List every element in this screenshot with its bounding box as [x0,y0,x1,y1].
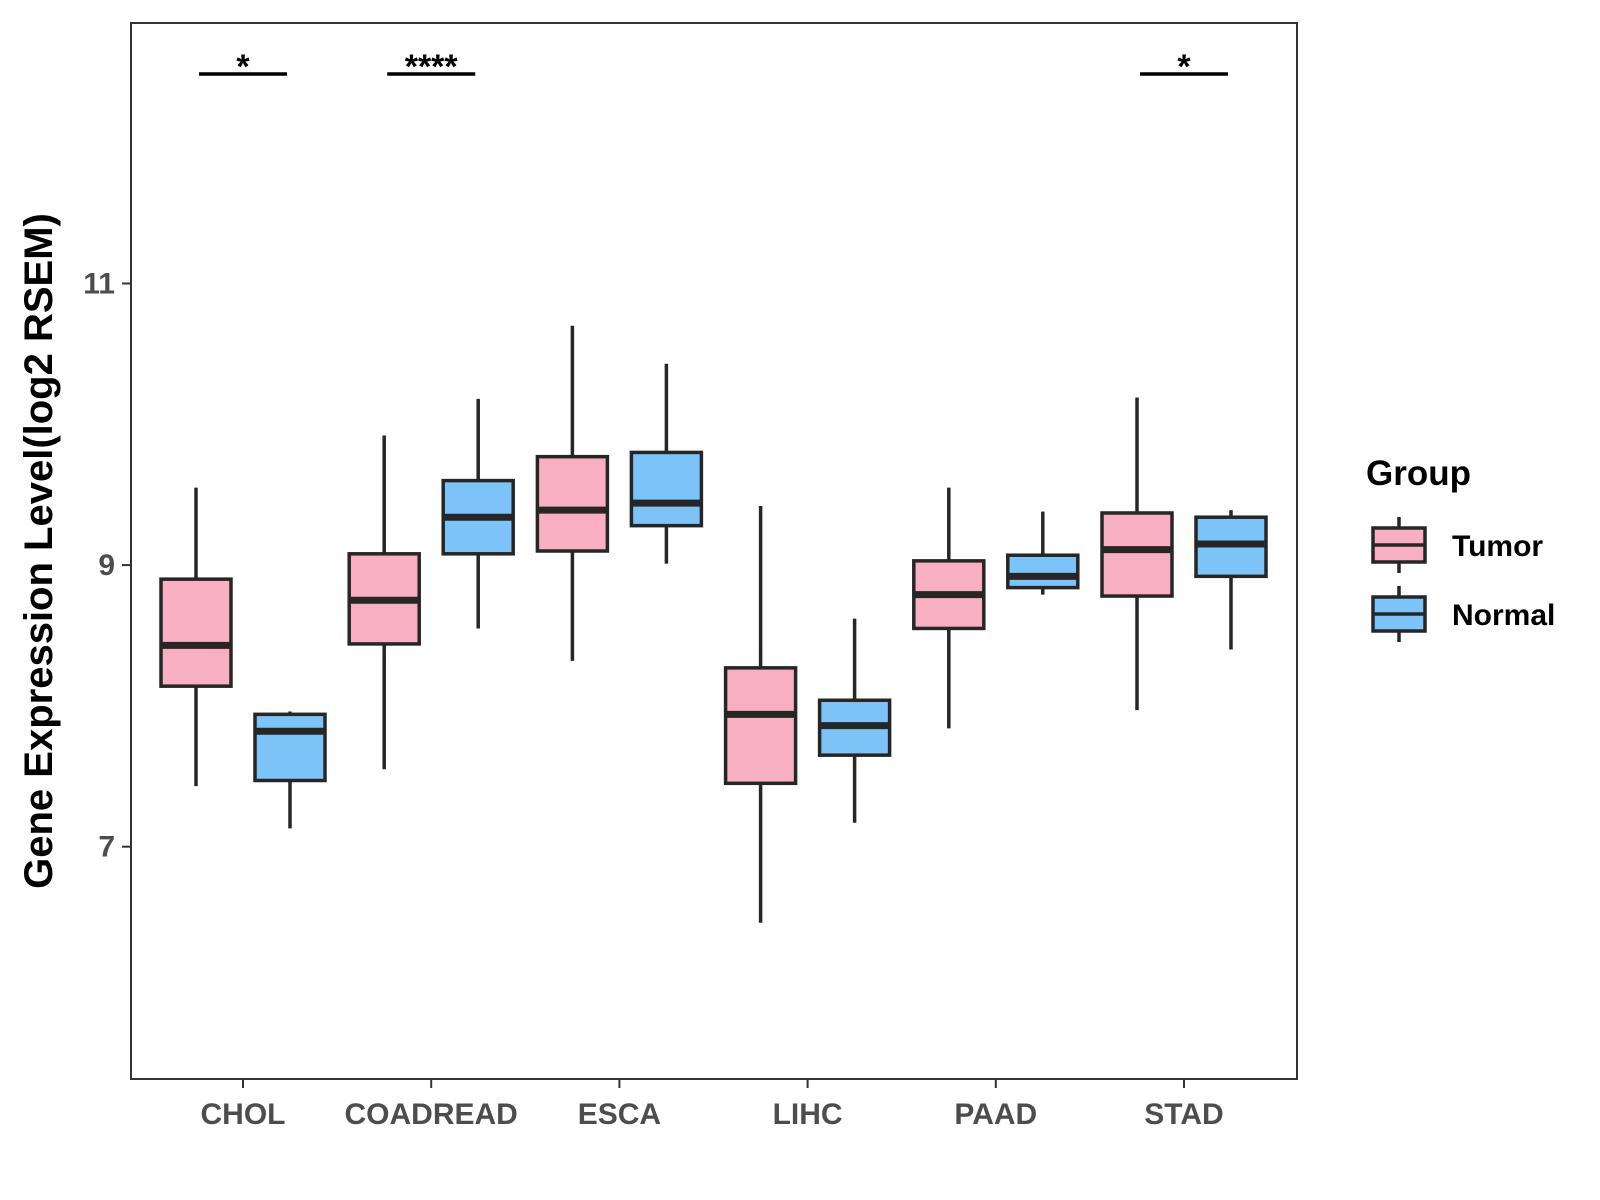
box-normal-paad [1006,511,1080,595]
y-tick-label: 9 [98,549,115,582]
box-tumor-stad [1100,397,1174,711]
legend-key-tumor [1371,517,1427,573]
legend-label-tumor: Tumor [1452,530,1543,563]
box-body [535,454,610,553]
y-axis: 7 9 11 [83,267,131,864]
x-tick-label: COADREAD [345,1098,518,1131]
x-tick-label: ESCA [578,1098,661,1131]
box-tumor-lihc [723,505,798,923]
legend: Group Tumor Normal [1366,454,1555,642]
box-body [159,577,233,688]
box-tumor-paad [912,487,986,729]
legend-title: Group [1366,454,1471,493]
y-tick-label: 11 [83,267,115,300]
x-tick-label: CHOL [201,1098,286,1131]
box-body [253,712,327,783]
box-tumor-coadread [347,435,421,770]
y-tick-label: 7 [98,831,115,864]
box-normal-coadread [441,398,515,629]
legend-label-normal: Normal [1452,599,1555,632]
box-tumor-chol [159,487,233,787]
box-tumor-esca [535,325,610,661]
box-normal-lihc [817,618,892,823]
significance-label: * [1177,48,1191,86]
significance-label: * [236,48,250,86]
x-axis: CHOL COADREAD ESCA LIHC PAAD STAD [201,1079,1224,1131]
x-tick-label: LIHC [773,1098,843,1131]
box-normal-esca [629,363,704,564]
box-body [723,666,798,786]
y-axis-title: Gene Expression Level(log2 RSEM) [17,213,61,889]
x-tick-label: STAD [1144,1098,1223,1131]
box-normal-stad [1194,510,1268,650]
x-tick-label: PAAD [954,1098,1037,1131]
box-body [1006,553,1080,590]
significance-annotations: * **** * [199,48,1228,86]
box-normal-chol [253,711,327,829]
box-body [1100,511,1174,598]
box-series [159,325,1268,923]
box-body [629,450,704,528]
significance-label: **** [405,48,459,86]
legend-key-normal [1371,586,1427,642]
